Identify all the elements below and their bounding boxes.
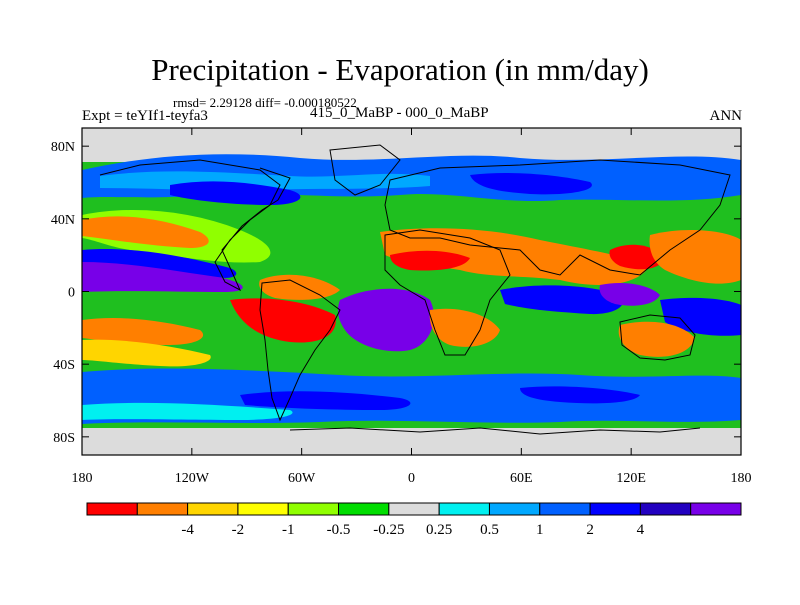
colorbar-swatch (237, 502, 289, 516)
season-label: ANN (709, 108, 743, 124)
greenland-outline (329, 144, 401, 196)
indian-ocean-blue (500, 285, 624, 315)
continent-outlines (99, 144, 731, 435)
colorbar-label: -0.25 (373, 522, 404, 538)
eurasia-dry-region (380, 228, 650, 285)
y-tick-label: 0 (68, 286, 75, 301)
colorbar-label: 0.5 (480, 522, 499, 538)
colorbar-swatch (488, 502, 541, 516)
colorbar-swatch (639, 502, 692, 516)
equatorial-purple (82, 261, 243, 292)
north-pacific-orange (82, 216, 209, 248)
x-tick-label: 120E (616, 471, 646, 486)
north-america-outline (99, 159, 291, 292)
experiment-label: Expt = teYIf1-teyfa3 (82, 108, 208, 124)
colorbar-swatch (539, 502, 591, 516)
colorbar-labels: -4 -2 -1 -0.5 -0.25 0.25 0.5 1 2 4 (181, 522, 644, 538)
colorbar-swatch (589, 502, 641, 516)
y-tick-label: 40S (53, 358, 75, 373)
x-tick-label: 120W (175, 471, 210, 486)
colorbar-swatch (187, 502, 239, 516)
x-tick-label: 60W (288, 471, 316, 486)
maritime-purple (599, 283, 660, 306)
colorbar-swatch (690, 502, 742, 516)
sahara-red (390, 250, 470, 271)
colorbar-swatch (287, 502, 340, 516)
south-atlantic-orange (429, 308, 500, 347)
colorbar-swatch (388, 502, 440, 516)
y-tick-label: 40N (51, 213, 75, 228)
south-pacific-red (230, 298, 336, 343)
colorbar-swatch (438, 502, 490, 516)
colorbar-label: -4 (181, 522, 194, 538)
south-pacific-orange (82, 318, 204, 345)
x-tick-label: 180 (72, 471, 93, 486)
x-axis-labels: 180 120W 60W 0 60E 120E 180 (72, 471, 752, 486)
colorbar-label: 0.25 (426, 522, 452, 538)
stats-text: rmsd= 2.29128 diff= -0.000180522 (173, 95, 357, 110)
colorbar-swatch (338, 502, 390, 516)
colorbar-swatch (86, 502, 138, 516)
southern-ocean-dark-blue (240, 386, 640, 410)
y-axis-labels: 80N 40N 0 40S 80S (51, 140, 75, 446)
x-tick-label: 180 (731, 471, 752, 486)
colorbar-label: 2 (586, 522, 594, 538)
equatorial-blue-west (82, 249, 237, 278)
west-pacific-orange (649, 230, 741, 284)
period-label: 415_0_MaBP - 000_0_MaBP (310, 105, 489, 121)
north-dark-blue-patches (170, 172, 592, 205)
y-axis-ticks (82, 145, 741, 438)
colorbar-label: 4 (637, 522, 645, 538)
colorbar-label: -1 (282, 522, 295, 538)
antarctica-outline (289, 427, 701, 435)
colorbar-label: -0.5 (327, 522, 351, 538)
x-tick-label: 0 (408, 471, 415, 486)
africa-outline (384, 229, 511, 356)
southern-ocean-cyan (82, 402, 293, 420)
colorbar-label: 1 (536, 522, 544, 538)
colorbar-swatch (136, 502, 189, 516)
y-tick-label: 80N (51, 140, 75, 155)
australia-outline (619, 314, 696, 361)
colorbar (86, 502, 742, 516)
chart-title: Precipitation - Evaporation (in mm/day) (151, 52, 649, 87)
south-pacific-yellow (82, 339, 211, 367)
y-tick-label: 80S (53, 431, 75, 446)
atlantic-purple (337, 288, 434, 352)
x-tick-label: 60E (510, 471, 533, 486)
australia-orange (618, 321, 695, 357)
east-pacific-blue (660, 297, 741, 336)
x-axis-ticks (81, 128, 742, 455)
south-america-outline (259, 279, 341, 422)
colorbar-label: -2 (232, 522, 245, 538)
eurasia-outline (384, 159, 731, 276)
